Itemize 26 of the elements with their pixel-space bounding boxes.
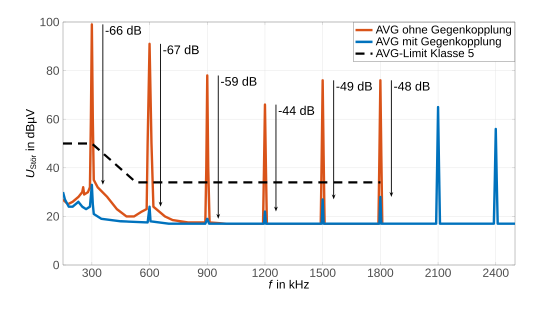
- y-tick-label: 80: [46, 66, 60, 75]
- y-tick-label: 100: [40, 18, 60, 26]
- annotation: -49 dB: [336, 82, 372, 91]
- annotation: -44 dB: [278, 106, 314, 115]
- x-tick-label: 2100: [425, 268, 451, 277]
- y-tick-label: 0: [53, 260, 60, 270]
- x-tick-label: 600: [140, 268, 160, 277]
- x-tick-label: 1200: [252, 268, 278, 277]
- legend-label: AVG-Limit Klasse 5: [376, 48, 474, 58]
- y-axis-title: U$_{Stör}$ in dBµV: [26, 108, 37, 178]
- x-tick-label: 1500: [310, 268, 336, 277]
- x-tick-label: 900: [198, 268, 217, 277]
- x-tick-label: 1800: [368, 268, 394, 277]
- x-axis-title: f in kHz: [268, 280, 309, 288]
- annotation: -66 dB: [106, 26, 142, 35]
- x-tick-label: 300: [82, 268, 102, 277]
- y-tick-label: 60: [46, 114, 60, 124]
- y-tick-label: 20: [46, 212, 60, 221]
- y-tick-label: 40: [46, 164, 60, 172]
- annotation: -67 dB: [163, 45, 199, 54]
- legend-label: AVG ohne Gegenkopplung: [376, 25, 512, 36]
- annotation: -59 dB: [221, 76, 256, 86]
- x-tick-label: 2400: [483, 268, 509, 277]
- annotation: -48 dB: [394, 82, 430, 91]
- line-series: [63, 106, 516, 225]
- legend-label: AVG mit Gegenkopplung: [376, 36, 501, 48]
